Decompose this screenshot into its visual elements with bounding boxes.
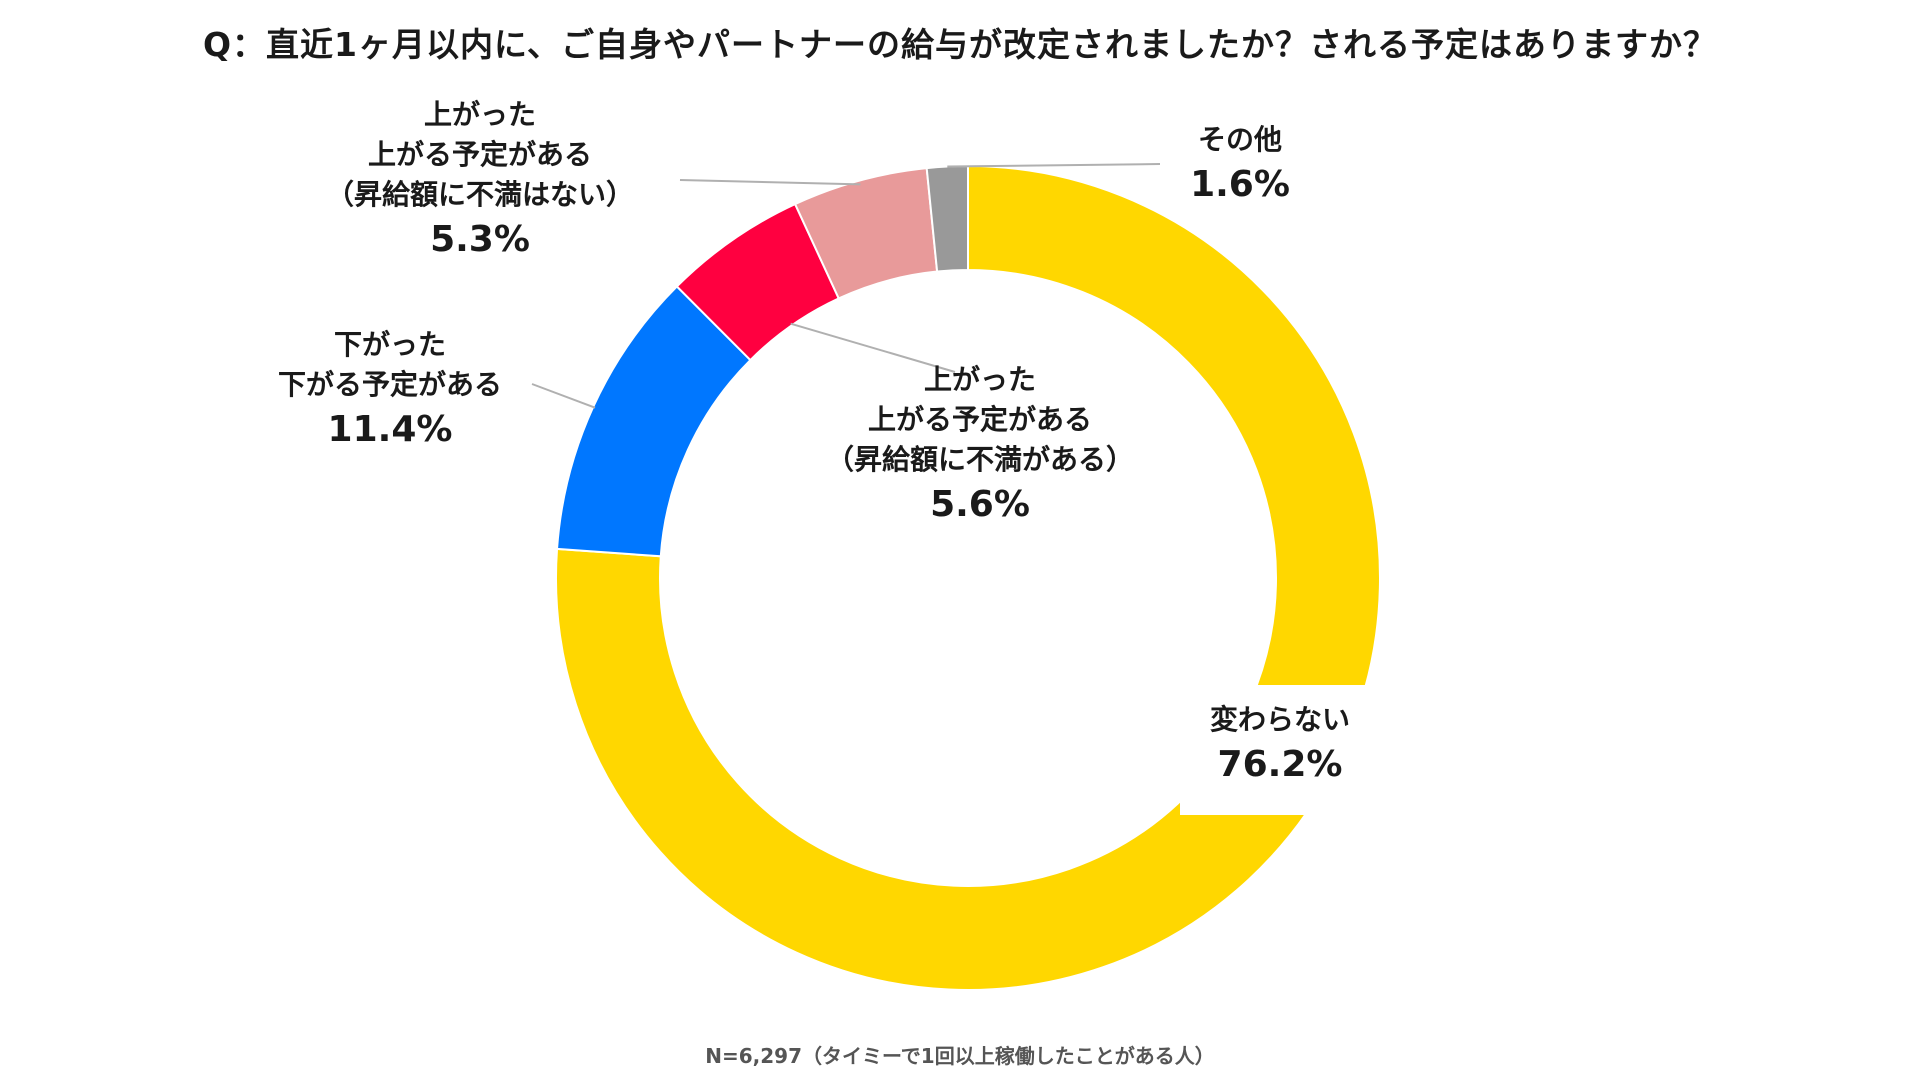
- slice-label-unchanged: 変わらない 76.2%: [1180, 700, 1380, 790]
- slice-value-label: 1.6%: [1190, 164, 1290, 205]
- slice-label-up-satisfied: 上がった上がる予定がある （昇給額に不満はない） 5.3%: [310, 95, 650, 265]
- leader-line-other: [947, 163, 1161, 168]
- slice-label-line: 上がる予定がある: [367, 138, 592, 171]
- leader-line-up-satisfied: [679, 179, 861, 186]
- slice-label-line: 上がった: [423, 98, 536, 131]
- slice-label-line: 下がる予定がある: [277, 368, 502, 401]
- chart-title: Q：直近1ヶ月以内に、ご自身やパートナーの給与が改定されましたか？される予定はあ…: [202, 25, 1718, 64]
- label-background-unchanged: [1180, 685, 1380, 815]
- slice-value-label: 5.6%: [930, 484, 1030, 525]
- slice-label-line: 下がった: [333, 328, 446, 361]
- leader-line-up-dissatisfied: [790, 322, 956, 373]
- slice-label-other: その他 1.6%: [1170, 120, 1310, 210]
- slice-label-line: （昇給額に不満はない）: [325, 178, 634, 211]
- slice-value-label: 11.4%: [327, 409, 453, 450]
- slice-label-line: その他: [1197, 123, 1282, 156]
- slice-value-label: 76.2%: [1217, 744, 1343, 785]
- slice-label-line: 変わらない: [1209, 703, 1350, 736]
- slice-label-up-dissatisfied: 上がった上がる予定がある （昇給額に不満がある） 5.6%: [810, 360, 1150, 530]
- slice-label-line: 上がる予定がある: [867, 403, 1092, 436]
- slice-unchanged: [555, 164, 1381, 991]
- slice-label-down: 下がった下がる予定がある 11.4%: [250, 325, 530, 455]
- sample-note: N=6,297（タイミーで1回以上稼働したことがある人）: [705, 1044, 1215, 1068]
- slice-other: [925, 164, 969, 273]
- leader-line-down: [531, 383, 596, 409]
- slice-value-label: 5.3%: [430, 219, 530, 260]
- slice-label-line: （昇給額に不満がある）: [825, 443, 1134, 476]
- slice-label-line: 上がった: [923, 363, 1036, 396]
